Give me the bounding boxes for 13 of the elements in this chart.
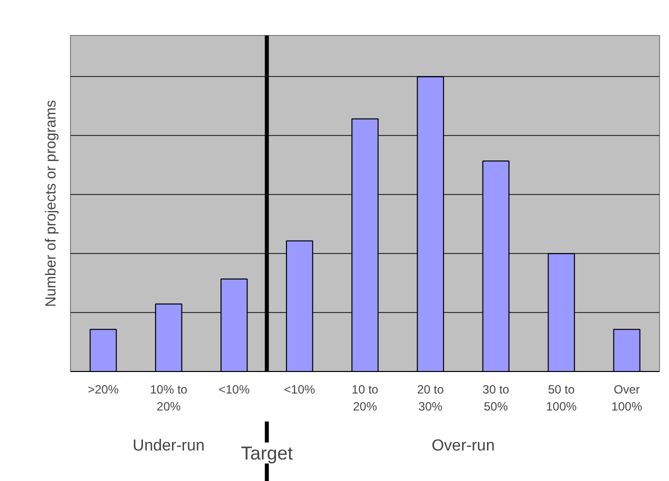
y-axis-title: Number of projects or programs — [44, 100, 60, 307]
x-tick-label: <10% — [284, 382, 316, 396]
x-tick-label: 20 to 30% — [417, 382, 444, 414]
text: Target — [240, 442, 294, 464]
text: Under-run — [132, 438, 205, 454]
x-tick-label: 10% to 20% — [150, 382, 188, 414]
x-tick-label: 50 to 100% — [546, 382, 578, 414]
x-tick-label: 30 to 50% — [482, 382, 510, 414]
text: Over-run — [432, 438, 495, 454]
x-tick-label: <10% — [218, 382, 250, 396]
x-tick-label: 10 to 20% — [352, 382, 379, 414]
x-tick-label: Over 100% — [611, 382, 642, 414]
x-tick-label: >20% — [88, 382, 120, 396]
